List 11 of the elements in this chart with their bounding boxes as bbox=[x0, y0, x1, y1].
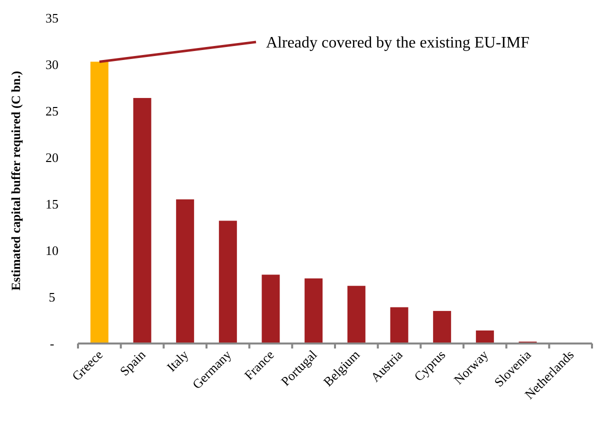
y-tick-label: 10 bbox=[46, 243, 58, 258]
y-tick-label: 35 bbox=[46, 10, 58, 26]
y-tick-label: 5 bbox=[48, 290, 56, 305]
y-tick-label: 15 bbox=[46, 196, 58, 212]
y-tick-label: 25 bbox=[46, 104, 58, 119]
x-tick-label: Italy bbox=[164, 346, 192, 374]
y-axis-title: Estimated capital buffer required (C bn.) bbox=[9, 71, 23, 290]
y-tick-label: - bbox=[50, 336, 54, 352]
y-tick-label: 30 bbox=[46, 57, 58, 72]
annotation: Already covered by the existing EU-IMF bbox=[266, 34, 530, 52]
y-tick-label: 20 bbox=[46, 150, 58, 166]
